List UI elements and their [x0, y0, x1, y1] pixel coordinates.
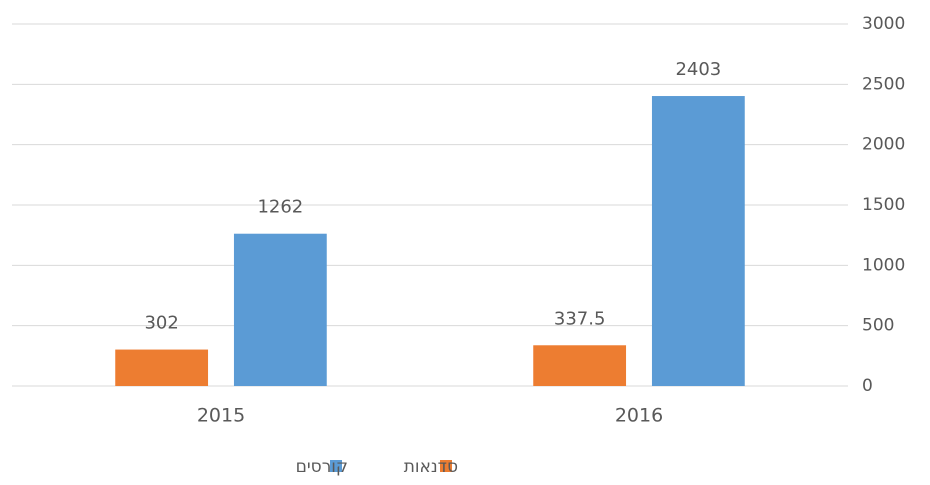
x-tick-label: 2016 [615, 405, 663, 427]
value-label: 337.5 [554, 308, 606, 329]
legend-label: קורסים [296, 457, 348, 477]
y-tick-label: 2500 [862, 74, 905, 94]
y-tick-label: 3000 [862, 14, 905, 34]
y-tick-label: 500 [862, 316, 894, 336]
legend-swatch [440, 460, 452, 472]
bar [233, 233, 327, 386]
y-tick-label: 1500 [862, 195, 905, 215]
bar [533, 345, 627, 386]
y-tick-label: 1000 [862, 255, 905, 275]
bar [115, 349, 209, 386]
legend-swatch [330, 460, 342, 472]
y-tick-label: 0 [862, 376, 873, 396]
x-tick-label: 2015 [197, 405, 245, 427]
value-label: 302 [144, 313, 178, 334]
y-tick-label: 2000 [862, 135, 905, 155]
bar [651, 96, 745, 387]
value-label: 2403 [675, 59, 721, 80]
value-label: 1262 [257, 197, 303, 218]
legend-label: סדנאות [404, 457, 458, 477]
